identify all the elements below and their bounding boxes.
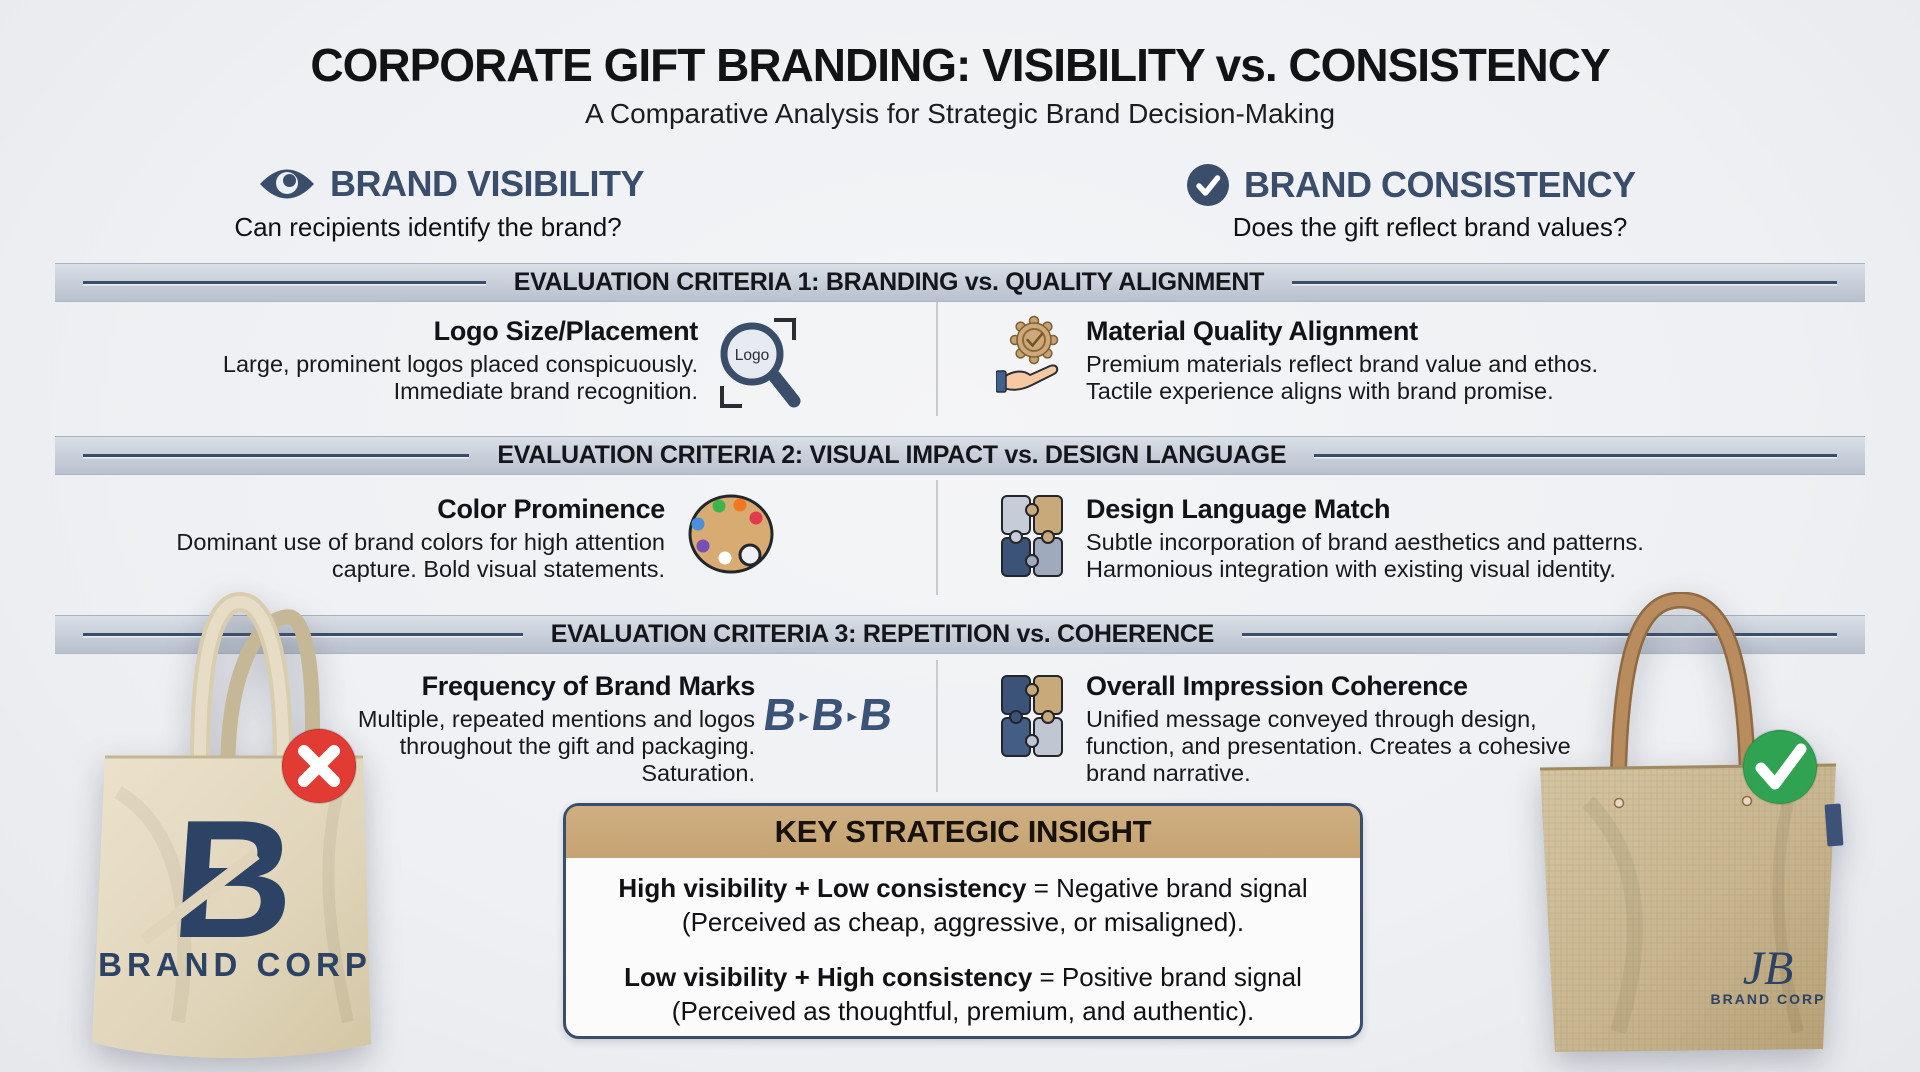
insight-sub-text: (Perceived as thoughtful, premium, and a… [671, 996, 1255, 1026]
material-quality-block: Material Quality Alignment Premium mater… [1086, 316, 1598, 405]
brand-letter: B [760, 689, 801, 740]
x-cross-badge [281, 728, 357, 804]
logo-magnifier-icon: Logo [720, 318, 801, 408]
criteria-bar-2: EVALUATION CRITERIA 2: VISUAL IMPACT vs.… [55, 436, 1865, 475]
brand-visibility-question: Can recipients identify the brand? [234, 212, 622, 242]
puzzle-icon [1001, 495, 1063, 577]
key-insight-body: High visibility + Low consistency = Nega… [566, 858, 1360, 1028]
coherence-line: Unified message conveyed through design, [1086, 706, 1537, 732]
design-language-block: Design Language Match Subtle incorporati… [1086, 494, 1644, 583]
divider-line [1242, 633, 1837, 636]
insight-bold-text: High visibility + Low consistency [618, 873, 1027, 903]
column-divider [936, 302, 938, 416]
insight-point-negative: High visibility + Low consistency = Nega… [584, 871, 1342, 939]
key-insight-heading: KEY STRATEGIC INSIGHT [566, 806, 1360, 858]
color-prominence-line: capture. Bold visual statements. [331, 556, 665, 582]
logo-size-placement-block: Logo Size/Placement Large, prominent log… [223, 316, 698, 405]
divider-line [83, 454, 470, 457]
brand-corp-logo: B [166, 785, 300, 973]
brand-corp-wordmark-small: BRAND CORP [1711, 991, 1826, 1007]
column-divider [936, 660, 938, 792]
palette-icon [688, 494, 774, 574]
brand-visibility-label: BRAND VISIBILITY [330, 163, 645, 204]
design-language-line: Subtle incorporation of brand aesthetics… [1086, 529, 1644, 555]
logo-size-line: Large, prominent logos placed conspicuou… [222, 351, 698, 377]
color-prominence-line: Dominant use of brand colors for high at… [176, 529, 665, 555]
arrow-separator-icon: ▸ [799, 706, 810, 727]
page-subtitle: A Comparative Analysis for Strategic Bra… [584, 98, 1336, 129]
high-visibility-tote-bag: B BRAND CORP [92, 592, 372, 1059]
brand-consistency-label: BRAND CONSISTENCY [1244, 164, 1636, 205]
coherence-line: function, and presentation. Creates a co… [1086, 733, 1571, 759]
insight-rest-text: = Positive brand signal [1032, 962, 1302, 992]
divider-line [1292, 281, 1837, 284]
color-prominence-block: Color Prominence Dominant use of brand c… [176, 494, 665, 583]
impression-coherence-block: Overall Impression Coherence Unified mes… [1086, 671, 1571, 787]
logo-letter-b: B [166, 785, 300, 973]
check-circle-icon [1187, 164, 1229, 206]
medal-hand-icon [996, 315, 1059, 393]
arrow-separator-icon: ▸ [847, 706, 858, 727]
tote-handles [1609, 592, 1757, 813]
column-divider [936, 480, 938, 595]
brand-letter: B [856, 689, 897, 740]
criteria-bar-1: EVALUATION CRITERIA 1: BRANDING vs. QUAL… [55, 263, 1865, 302]
brand-consistency-header: BRAND CONSISTENCY [1186, 163, 1636, 207]
frequency-line: Saturation. [641, 760, 755, 786]
design-language-line: Harmonious integration with existing vis… [1086, 556, 1616, 582]
eye-icon [260, 169, 314, 199]
insight-rest-text: = Negative brand signal [1026, 873, 1308, 903]
puzzle-icon [1001, 675, 1063, 757]
insight-sub-text: (Perceived as cheap, aggressive, or misa… [681, 907, 1245, 937]
brand-corp-wordmark: BRAND CORP [98, 946, 372, 983]
material-quality-line: Premium materials reflect brand value an… [1086, 351, 1599, 377]
brand-visibility-header: BRAND VISIBILITY [258, 163, 645, 205]
frequency-line: throughout the gift and packaging. [399, 733, 755, 759]
frequency-brand-marks-title: Frequency of Brand Marks [421, 671, 756, 701]
coherence-line: brand narrative. [1086, 760, 1251, 786]
criteria-1-title: EVALUATION CRITERIA 1: BRANDING vs. QUAL… [513, 268, 1265, 296]
logo-size-placement-title: Logo Size/Placement [433, 316, 699, 346]
tote-handles [190, 592, 320, 761]
woven-label-tag [1824, 803, 1844, 847]
tote-body [92, 757, 371, 1059]
material-quality-line: Tactile experience aligns with brand pro… [1086, 378, 1554, 404]
checkmark-badge [1742, 729, 1818, 805]
logo-size-line: Immediate brand recognition. [393, 378, 698, 404]
brand-consistency-question: Does the gift reflect brand values? [1232, 212, 1628, 242]
insight-point-positive: Low visibility + High consistency = Posi… [584, 960, 1342, 1028]
frequency-line: Multiple, repeated mentions and logos [357, 706, 755, 732]
magnifier-logo-label: Logo [735, 347, 769, 364]
material-quality-title: Material Quality Alignment [1086, 316, 1418, 346]
divider-line [83, 281, 486, 284]
brand-letter: B [808, 689, 849, 740]
jb-monogram: JB [1743, 942, 1794, 995]
impression-coherence-title: Overall Impression Coherence [1086, 671, 1468, 701]
criteria-3-title: EVALUATION CRITERIA 3: REPETITION vs. CO… [550, 620, 1215, 648]
brand-marks-repeat-icon: B ▸ B ▸ B [760, 689, 897, 740]
page-title: CORPORATE GIFT BRANDING: VISIBILITY vs. … [310, 39, 1610, 91]
high-consistency-tote-bag: JB BRAND CORP [1539, 592, 1844, 1052]
divider-line [1314, 454, 1837, 457]
color-prominence-title: Color Prominence [437, 494, 665, 524]
insight-bold-text: Low visibility + High consistency [624, 962, 1033, 992]
design-language-title: Design Language Match [1086, 494, 1391, 524]
key-insight-box: KEY STRATEGIC INSIGHT High visibility + … [563, 803, 1363, 1039]
frequency-brand-marks-block: Frequency of Brand Marks Multiple, repea… [358, 671, 755, 787]
criteria-2-title: EVALUATION CRITERIA 2: VISUAL IMPACT vs.… [497, 441, 1287, 469]
